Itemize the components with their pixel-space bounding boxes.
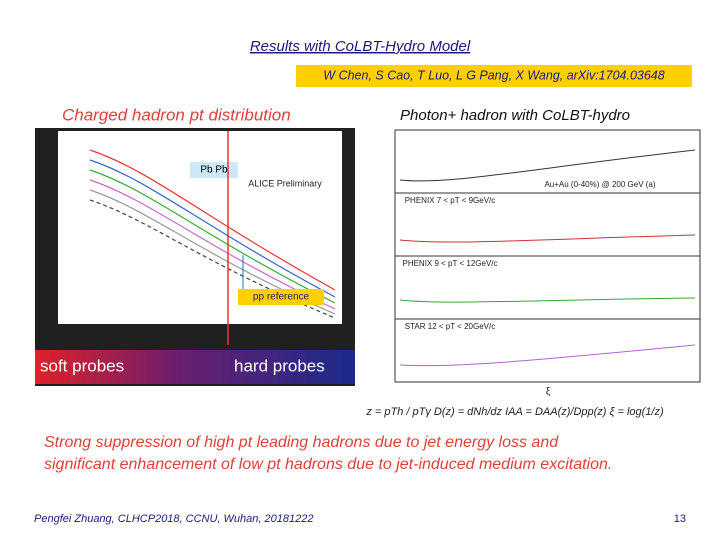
right-figure <box>394 129 701 383</box>
bullet-text: significant enhancement of low pt hadron… <box>44 456 612 473</box>
panel-label: PHENIX 9 < pT < 12GeV/c <box>402 259 497 268</box>
bullet-text: Strong suppression of high pt leading ha… <box>44 434 559 451</box>
panel-label: STAR 12 < pT < 20GeV/c <box>405 322 495 331</box>
hard-label: hard probes <box>234 356 325 375</box>
panel-label: Au+Au (0-40%) @ 200 GeV (a) <box>544 180 655 189</box>
formula: z = pTh / pTγ D(z) = dNh/dz IAA = DAA(z)… <box>365 406 664 418</box>
footer-author: Pengfei Zhuang, CLHCP2018, CCNU, Wuhan, … <box>34 513 313 525</box>
reference-label: pp reference <box>253 292 310 303</box>
collision-box <box>190 162 238 178</box>
slide-title: Results with CoLBT-Hydro Model <box>250 38 471 55</box>
experiment-label: ALICE Preliminary <box>248 178 322 188</box>
panel-label: PHENIX 7 < pT < 9GeV/c <box>405 196 496 205</box>
collision-label: Pb Pb <box>200 165 228 176</box>
citation: W Chen, S Cao, T Luo, L G Pang, X Wang, … <box>323 68 664 82</box>
citation-box <box>296 65 692 87</box>
x-axis-label: ξ <box>546 387 551 398</box>
page-number: 13 <box>674 513 686 525</box>
right-caption: Photon+ hadron with CoLBT-hydro <box>400 107 630 124</box>
left-caption: Charged hadron pt distribution <box>62 105 291 124</box>
probe-bar <box>35 350 355 384</box>
soft-label: soft probes <box>40 356 124 375</box>
reference-box <box>238 289 324 305</box>
